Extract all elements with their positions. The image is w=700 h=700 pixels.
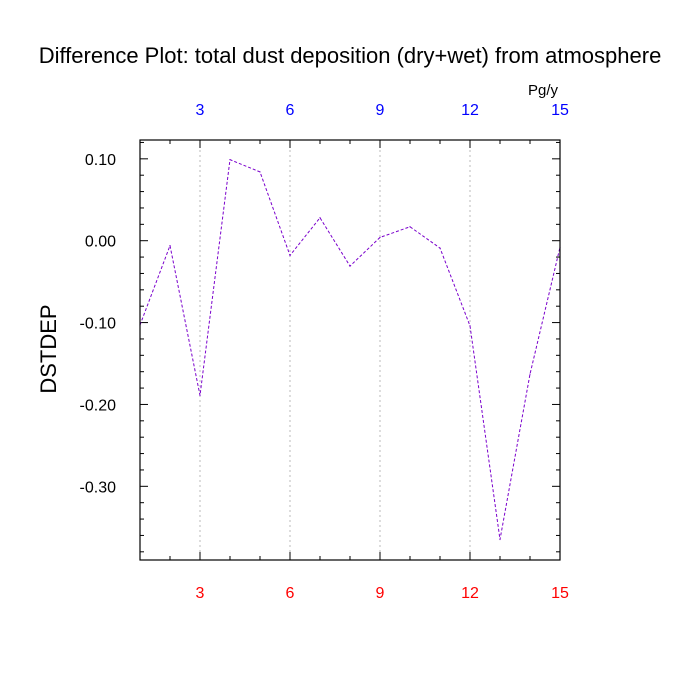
x-tick-label-top: 9 — [376, 102, 385, 119]
x-tick-label-top: 3 — [196, 102, 205, 119]
data-point — [529, 373, 531, 375]
top-axis-unit: Pg/y — [528, 82, 559, 99]
data-point — [319, 217, 321, 219]
data-point — [469, 325, 471, 327]
data-point — [259, 171, 261, 173]
data-point — [499, 538, 501, 541]
x-tick-label-bottom: 6 — [286, 585, 295, 602]
y-axis-label: DSTDEP — [36, 304, 61, 393]
plot-frame — [139, 139, 561, 561]
y-tick-label: -0.30 — [80, 479, 117, 496]
chart-title: Difference Plot: total dust deposition (… — [39, 43, 662, 68]
x-tick-label-top: 15 — [551, 102, 569, 119]
data-point — [229, 159, 231, 161]
data-point — [409, 226, 411, 228]
y-tick-label: 0.00 — [85, 234, 116, 251]
grid-lines — [199, 140, 471, 560]
y-tick-label: -0.10 — [80, 316, 117, 333]
series-group — [139, 158, 561, 541]
data-point — [289, 254, 291, 257]
data-point — [379, 236, 381, 239]
x-tick-label-top: 12 — [461, 102, 479, 119]
data-point — [349, 265, 351, 267]
series-line — [139, 158, 561, 540]
data-point — [199, 394, 201, 397]
x-tick-label-bottom: 9 — [376, 585, 385, 602]
x-tick-label-bottom: 3 — [196, 585, 205, 602]
x-tick-label-bottom: 15 — [551, 585, 569, 602]
tick-labels: 3 3 6 6 9 9 12 12 15 15 0.10 0.00 -0.10 -0.20 -0.30 — [80, 102, 569, 602]
data-point — [169, 245, 171, 247]
y-tick-label: -0.20 — [80, 397, 117, 414]
tick-marks — [139, 140, 561, 560]
data-point — [439, 247, 441, 249]
x-tick-label-bottom: 12 — [461, 585, 479, 602]
x-tick-label-top: 6 — [286, 102, 295, 119]
y-tick-label: 0.10 — [85, 152, 116, 169]
